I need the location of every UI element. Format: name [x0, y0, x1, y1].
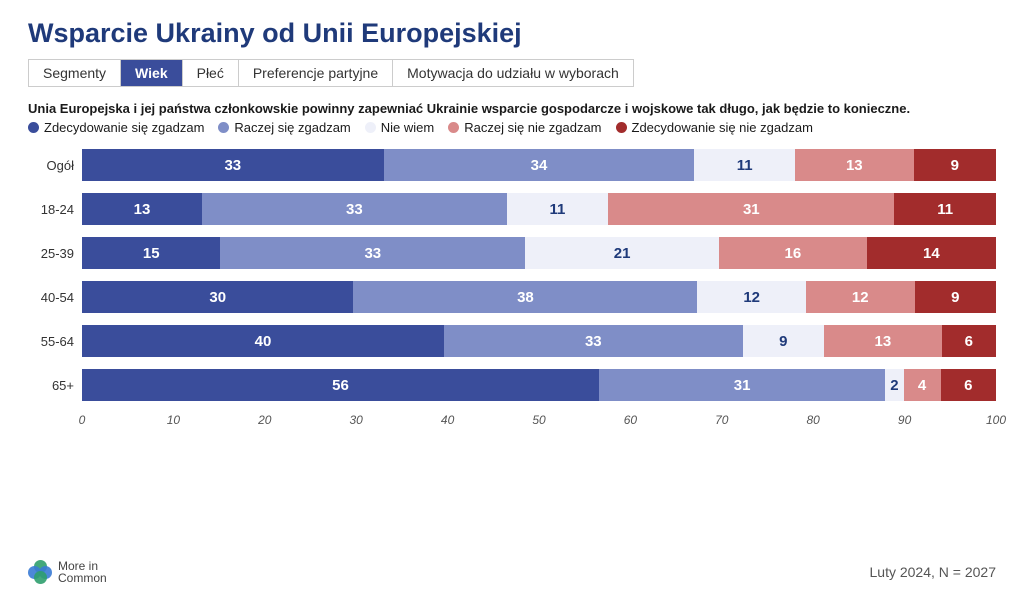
bar-segment: 4: [904, 369, 941, 401]
tabs-container: SegmentyWiekPłećPreferencje partyjneMoty…: [28, 59, 634, 87]
legend-swatch: [218, 122, 229, 133]
bar-segment: 11: [694, 149, 795, 181]
axis-tick: 30: [350, 413, 363, 427]
bar-segment: 9: [743, 325, 824, 357]
legend-item: Zdecydowanie się zgadzam: [28, 120, 204, 135]
bar: 303812129: [82, 281, 996, 313]
legend-label: Zdecydowanie się nie zgadzam: [632, 120, 813, 135]
bar-segment: 15: [82, 237, 220, 269]
bar-segment: 9: [915, 281, 996, 313]
stacked-bar-chart: Ogół33341113918-24133311311125-391533211…: [28, 149, 996, 401]
bar-segment: 9: [914, 149, 996, 181]
tab-preferencje-partyjne[interactable]: Preferencje partyjne: [239, 60, 393, 86]
bar-segment: 11: [894, 193, 996, 225]
legend-item: Raczej się nie zgadzam: [448, 120, 601, 135]
legend-label: Raczej się zgadzam: [234, 120, 350, 135]
legend-label: Zdecydowanie się zgadzam: [44, 120, 204, 135]
legend-item: Nie wiem: [365, 120, 434, 135]
legend: Zdecydowanie się zgadzam Raczej się zgadz…: [28, 120, 996, 135]
bar-row: Ogół333411139: [28, 149, 996, 181]
tab-motywacja-do-udziału-w-wyborach[interactable]: Motywacja do udziału w wyborach: [393, 60, 633, 86]
axis-tick: 70: [715, 413, 728, 427]
brand-name: More inCommon: [58, 560, 107, 585]
axis-tick: 40: [441, 413, 454, 427]
legend-item: Raczej się zgadzam: [218, 120, 350, 135]
bar-segment: 30: [82, 281, 353, 313]
axis-tick: 50: [532, 413, 545, 427]
tab-segmenty[interactable]: Segmenty: [29, 60, 121, 86]
bar-segment: 2: [885, 369, 903, 401]
bar-segment: 16: [719, 237, 867, 269]
bar-segment: 11: [507, 193, 609, 225]
axis-tick: 90: [898, 413, 911, 427]
row-label: 65+: [28, 378, 82, 393]
bar-segment: 33: [444, 325, 743, 357]
bar-segment: 21: [525, 237, 719, 269]
bar: 5631246: [82, 369, 996, 401]
axis-tick: 20: [258, 413, 271, 427]
bar: 333411139: [82, 149, 996, 181]
bar-row: 25-391533211614: [28, 237, 996, 269]
bar: 40339136: [82, 325, 996, 357]
row-label: 55-64: [28, 334, 82, 349]
axis-tick: 10: [167, 413, 180, 427]
page-title: Wsparcie Ukrainy od Unii Europejskiej: [28, 18, 996, 49]
bar-row: 40-54303812129: [28, 281, 996, 313]
legend-swatch: [448, 122, 459, 133]
bar: 1533211614: [82, 237, 996, 269]
footer: More inCommon Luty 2024, N = 2027: [28, 560, 996, 585]
bar-row: 55-6440339136: [28, 325, 996, 357]
row-label: 25-39: [28, 246, 82, 261]
bar-segment: 31: [599, 369, 885, 401]
bar-segment: 40: [82, 325, 444, 357]
bar-segment: 13: [795, 149, 914, 181]
question-text: Unia Europejska i jej państwa członkowsk…: [28, 101, 996, 116]
legend-swatch: [616, 122, 627, 133]
tab-wiek[interactable]: Wiek: [121, 60, 183, 86]
bar-segment: 12: [806, 281, 915, 313]
bar-segment: 33: [202, 193, 507, 225]
axis-tick: 0: [79, 413, 86, 427]
row-label: Ogół: [28, 158, 82, 173]
tab-płeć[interactable]: Płeć: [183, 60, 239, 86]
bar-segment: 13: [824, 325, 942, 357]
bar-segment: 6: [942, 325, 996, 357]
bar-segment: 33: [220, 237, 525, 269]
bar-segment: 6: [941, 369, 996, 401]
legend-swatch: [365, 122, 376, 133]
bar-segment: 38: [353, 281, 697, 313]
bar-segment: 56: [82, 369, 599, 401]
bar: 1333113111: [82, 193, 996, 225]
bar-row: 18-241333113111: [28, 193, 996, 225]
source-note: Luty 2024, N = 2027: [870, 564, 997, 580]
bar-segment: 34: [384, 149, 695, 181]
x-axis: 0102030405060708090100: [82, 413, 996, 435]
bar-segment: 14: [867, 237, 996, 269]
brand-logo: More inCommon: [28, 560, 107, 585]
row-label: 18-24: [28, 202, 82, 217]
bar-segment: 31: [608, 193, 894, 225]
logo-icon: [28, 560, 52, 584]
legend-swatch: [28, 122, 39, 133]
bar-segment: 33: [82, 149, 384, 181]
axis-tick: 60: [624, 413, 637, 427]
row-label: 40-54: [28, 290, 82, 305]
bar-segment: 13: [82, 193, 202, 225]
legend-item: Zdecydowanie się nie zgadzam: [616, 120, 813, 135]
bar-row: 65+5631246: [28, 369, 996, 401]
legend-label: Nie wiem: [381, 120, 434, 135]
axis-tick: 100: [986, 413, 1006, 427]
axis-tick: 80: [807, 413, 820, 427]
bar-segment: 12: [697, 281, 806, 313]
legend-label: Raczej się nie zgadzam: [464, 120, 601, 135]
